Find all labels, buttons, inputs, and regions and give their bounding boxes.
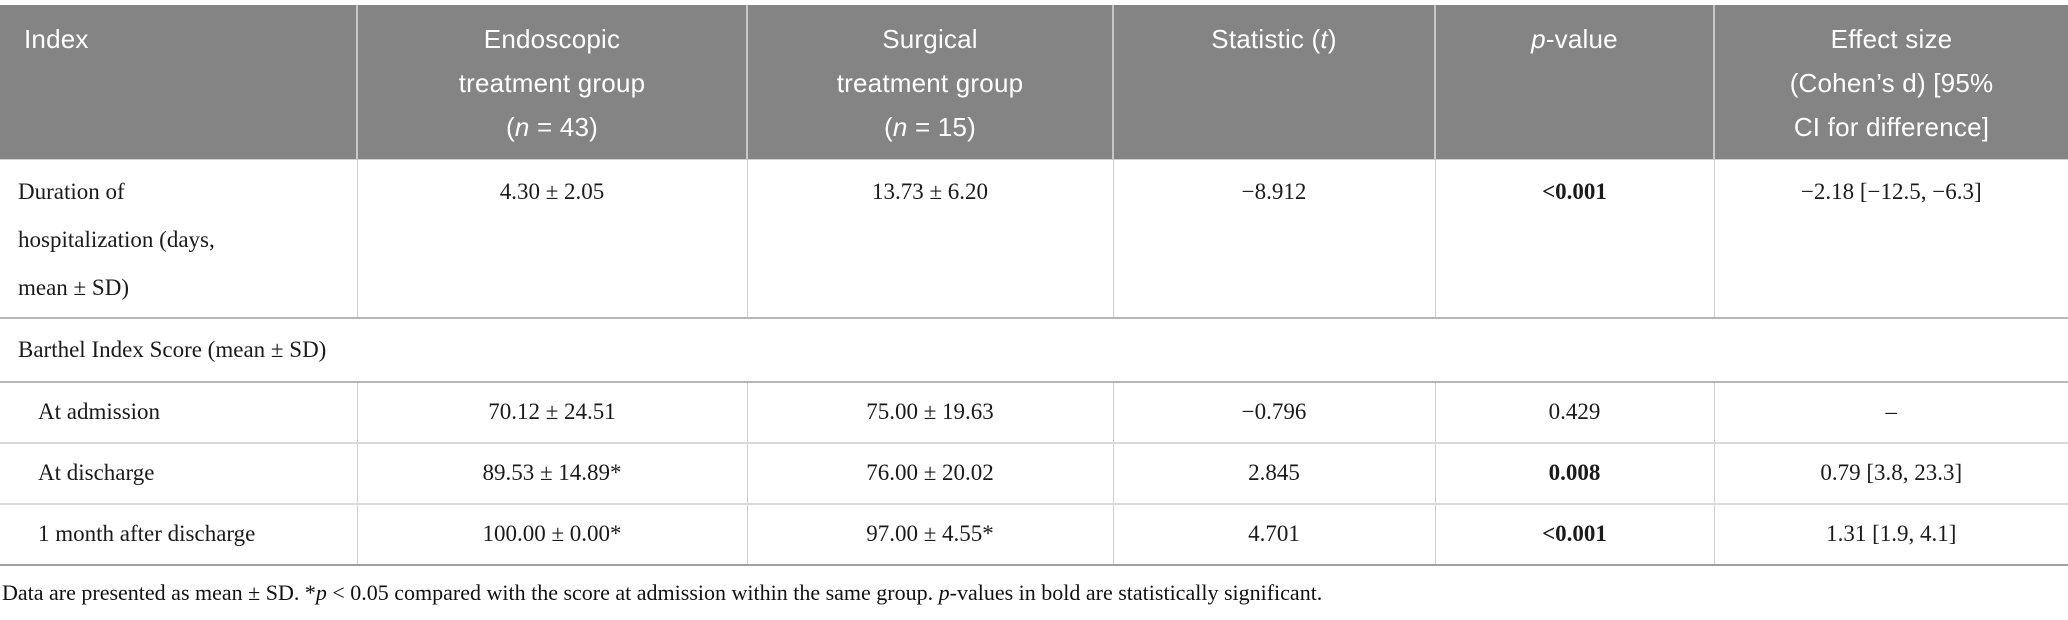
statistic-suffix: ) [1327,24,1337,54]
header-pvalue: p-value [1434,5,1714,160]
cell-statistic-value: 4.701 [1112,503,1435,565]
label-line: Duration of [18,179,125,204]
header-endoscopic-group: Endoscopic treatment group (n = 43) [356,5,747,160]
n-symbol: n [892,112,908,142]
cell-effect-size: 1.31 [1.9, 4.1] [1713,503,2068,565]
p-symbol: p [1531,24,1546,54]
row-label-one-month: 1 month after discharge [38,521,256,546]
row-label-at-admission: At admission [38,399,161,424]
cell-pvalue: 0.429 [1434,381,1714,443]
cell-statistic-value: −8.912 [1112,159,1435,318]
cell-endoscopic-value: 100.00 ± 0.00* [356,503,747,565]
footnote-text: < 0.05 compared with the score at admiss… [326,579,939,605]
cell-pvalue: <0.001 [1434,159,1714,318]
label-line: mean ± SD) [18,275,129,300]
n-symbol: n [514,112,530,142]
header-index-label: Index [24,24,89,54]
header-line: Effect size [1830,24,1953,54]
table-row-one-month-after-discharge: 1 month after discharge 100.00 ± 0.00* 9… [0,503,2068,565]
cell-statistic-value: 2.845 [1112,442,1435,504]
cell-surgical-value: 75.00 ± 19.63 [746,381,1113,443]
table-row-section-barthel: Barthel Index Score (mean ± SD) [0,318,2068,382]
header-effect-size: Effect size (Cohen’s d) [95% CI for diff… [1713,5,2068,160]
table-row-duration: Duration of hospitalization (days, mean … [0,159,2068,318]
cell-endoscopic-value: 4.30 ± 2.05 [356,159,747,318]
cell-pvalue: <0.001 [1434,503,1714,565]
header-line: Surgical [882,24,978,54]
cell-surgical-value: 13.73 ± 6.20 [746,159,1113,318]
header-line: (Cohen’s d) [95% [1789,68,1994,98]
sample-size: = 15) [907,112,976,142]
cell-pvalue: 0.008 [1434,442,1714,504]
p-symbol: p [938,579,950,605]
statistic-prefix: Statistic ( [1211,24,1321,54]
cell-endoscopic-value: 89.53 ± 14.89* [356,442,747,504]
header-index: Index [0,5,357,160]
footnote-text: Data are presented as mean ± SD. * [2,579,316,605]
header-line: (n = 43) [359,105,745,149]
sample-size: = 43) [529,112,598,142]
table-row-at-admission: At admission 70.12 ± 24.51 75.00 ± 19.63… [0,381,2068,443]
row-label-duration: Duration of hospitalization (days, mean … [0,160,357,318]
cell-effect-size: – [1713,381,2068,443]
table-footnote: Data are presented as mean ± SD. *p < 0.… [0,578,2068,608]
section-label: Barthel Index Score (mean ± SD) [18,336,327,362]
pvalue-suffix: -value [1545,24,1618,54]
paren-open: ( [884,112,893,142]
header-row: Index Endoscopic treatment group (n = 43… [0,5,2068,160]
comparison-table: Index Endoscopic treatment group (n = 43… [0,5,2068,566]
header-line: CI for difference] [1793,112,1990,142]
header-line: Endoscopic [483,24,621,54]
label-line: hospitalization (days, [18,227,215,252]
paren-open: ( [506,112,515,142]
p-symbol: p [315,579,327,605]
cell-endoscopic-value: 70.12 ± 24.51 [356,381,747,443]
t-symbol: t [1320,24,1328,54]
cell-effect-size: −2.18 [−12.5, −6.3] [1713,159,2068,318]
table-row-at-discharge: At discharge 89.53 ± 14.89* 76.00 ± 20.0… [0,442,2068,504]
header-line: treatment group [458,68,646,98]
cell-statistic-value: −0.796 [1112,381,1435,443]
cell-surgical-value: 97.00 ± 4.55* [746,503,1113,565]
cell-effect-size: 0.79 [3.8, 23.3] [1713,442,2068,504]
header-statistic: Statistic (t) [1112,5,1435,160]
header-line: treatment group [836,68,1024,98]
header-surgical-group: Surgical treatment group (n = 15) [746,5,1113,160]
cell-surgical-value: 76.00 ± 20.02 [746,442,1113,504]
row-label-at-discharge: At discharge [38,460,155,485]
header-line: (n = 15) [749,105,1111,149]
footnote-text: -values in bold are statistically signif… [949,579,1323,605]
